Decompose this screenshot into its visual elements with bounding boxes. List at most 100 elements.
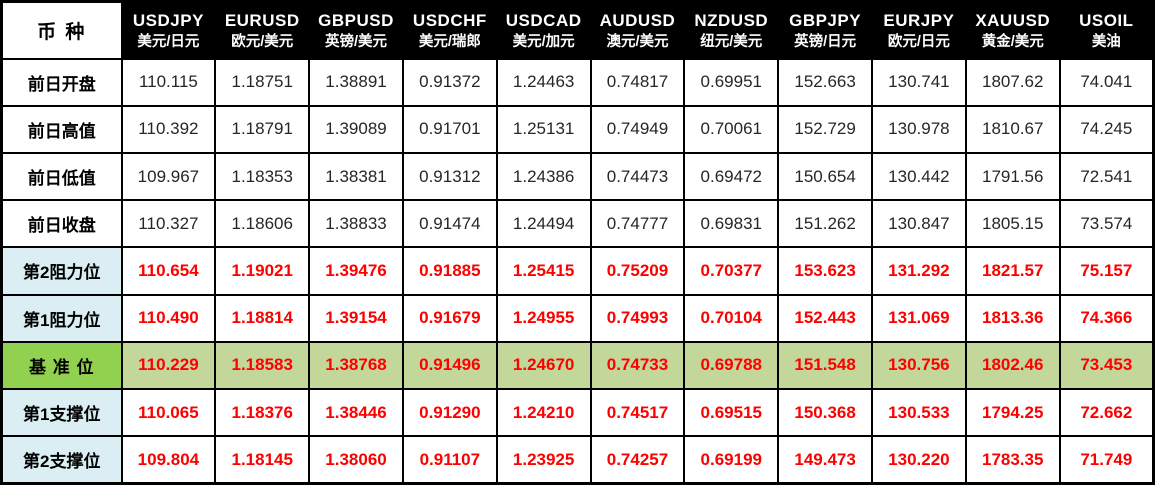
value-cell: 110.392 bbox=[120, 104, 217, 154]
pair-name: 美元/瑞郎 bbox=[418, 33, 481, 50]
value-cell: 110.065 bbox=[120, 388, 217, 438]
value-cell: 0.69831 bbox=[683, 199, 780, 249]
value-cell: 74.041 bbox=[1058, 57, 1155, 107]
value-cell: 110.490 bbox=[120, 293, 217, 343]
value-cell: 0.91312 bbox=[401, 151, 498, 202]
value-cell: 1.39476 bbox=[308, 246, 404, 296]
value-cell: 1.39154 bbox=[308, 293, 404, 343]
value-cell: 0.74949 bbox=[589, 104, 686, 154]
value-cell: 1813.36 bbox=[964, 293, 1061, 343]
pair-symbol: GBPUSD bbox=[318, 11, 394, 31]
value-cell: 0.74777 bbox=[589, 199, 686, 249]
value-cell: 130.741 bbox=[871, 57, 967, 107]
value-cell: 110.229 bbox=[120, 340, 217, 391]
value-cell: 1794.25 bbox=[964, 388, 1061, 438]
pair-name: 美油 bbox=[1091, 33, 1121, 50]
pair-name: 美元/日元 bbox=[137, 33, 200, 50]
value-cell: 1.18606 bbox=[214, 199, 311, 249]
pair-symbol: EURUSD bbox=[224, 11, 300, 31]
value-cell: 1.25131 bbox=[495, 104, 592, 154]
value-cell: 1.18583 bbox=[214, 340, 311, 391]
value-cell: 1.39089 bbox=[308, 104, 404, 154]
pair-symbol: AUDUSD bbox=[599, 11, 676, 31]
value-cell: 71.749 bbox=[1058, 435, 1155, 485]
value-cell: 1.38833 bbox=[308, 199, 404, 249]
table-row: 第1支撑位 110.065 1.18376 1.38446 0.91290 1.24210… bbox=[0, 388, 1155, 438]
row-label: 第1阻力位 bbox=[0, 293, 123, 343]
value-cell: 0.74817 bbox=[589, 57, 686, 107]
table-row: 基 准 位 110.229 1.18583 1.38768 0.91496 1.24670… bbox=[0, 340, 1155, 391]
value-cell: 110.327 bbox=[120, 199, 217, 249]
value-cell: 1.18376 bbox=[214, 388, 311, 438]
pair-name: 欧元/美元 bbox=[231, 33, 294, 50]
column-header-usdcad: USDCAD 美元/加元 bbox=[495, 0, 592, 60]
value-cell: 1.18814 bbox=[214, 293, 311, 343]
value-cell: 1.24210 bbox=[495, 388, 592, 438]
pair-name: 英镑/美元 bbox=[325, 33, 388, 50]
value-cell: 0.70377 bbox=[683, 246, 780, 296]
value-cell: 1.25415 bbox=[495, 246, 592, 296]
column-header-gbpusd: GBPUSD 英镑/美元 bbox=[308, 0, 404, 60]
value-cell: 0.70104 bbox=[683, 293, 780, 343]
value-cell: 1791.56 bbox=[964, 151, 1061, 202]
value-cell: 0.91372 bbox=[401, 57, 498, 107]
table-header: 币 种 USDJPY 美元/日元 EURUSD 欧元/美元 GBPUSD 英镑/美元 USD… bbox=[0, 0, 1155, 60]
value-cell: 150.654 bbox=[777, 151, 873, 202]
corner-label: 币 种 bbox=[0, 0, 123, 60]
row-label: 第1支撑位 bbox=[0, 388, 123, 438]
row-label: 前日收盘 bbox=[0, 199, 123, 249]
value-cell: 152.663 bbox=[777, 57, 873, 107]
value-cell: 109.804 bbox=[120, 435, 217, 485]
value-cell: 0.91885 bbox=[401, 246, 498, 296]
value-cell: 1807.62 bbox=[964, 57, 1061, 107]
value-cell: 152.729 bbox=[777, 104, 873, 154]
value-cell: 151.262 bbox=[777, 199, 873, 249]
value-cell: 1.24494 bbox=[495, 199, 592, 249]
value-cell: 130.847 bbox=[871, 199, 967, 249]
column-header-usdchf: USDCHF 美元/瑞郎 bbox=[401, 0, 498, 60]
value-cell: 0.69199 bbox=[683, 435, 780, 485]
value-cell: 150.368 bbox=[777, 388, 873, 438]
table-row: 前日开盘 110.115 1.18751 1.38891 0.91372 1.24463 0… bbox=[0, 57, 1155, 107]
value-cell: 1.24955 bbox=[495, 293, 592, 343]
value-cell: 1.18791 bbox=[214, 104, 311, 154]
table-row: 前日高值 110.392 1.18791 1.39089 0.91701 1.25131 0… bbox=[0, 104, 1155, 154]
value-cell: 0.74473 bbox=[589, 151, 686, 202]
value-cell: 1.38891 bbox=[308, 57, 404, 107]
value-cell: 151.548 bbox=[777, 340, 873, 391]
table-row: 前日低值 109.967 1.18353 1.38381 0.91312 1.24386 0… bbox=[0, 151, 1155, 202]
row-label: 第2阻力位 bbox=[0, 246, 123, 296]
value-cell: 1.24463 bbox=[495, 57, 592, 107]
value-cell: 1.24670 bbox=[495, 340, 592, 391]
value-cell: 0.74993 bbox=[589, 293, 686, 343]
value-cell: 72.662 bbox=[1058, 388, 1155, 438]
value-cell: 1.19021 bbox=[214, 246, 311, 296]
value-cell: 0.69951 bbox=[683, 57, 780, 107]
row-label: 第2支撑位 bbox=[0, 435, 123, 485]
value-cell: 130.220 bbox=[871, 435, 967, 485]
value-cell: 1821.57 bbox=[964, 246, 1061, 296]
value-cell: 0.91474 bbox=[401, 199, 498, 249]
value-cell: 109.967 bbox=[120, 151, 217, 202]
pair-symbol: USDCHF bbox=[412, 11, 487, 31]
value-cell: 0.74733 bbox=[589, 340, 686, 391]
value-cell: 1802.46 bbox=[964, 340, 1061, 391]
pair-symbol: USDCAD bbox=[505, 11, 582, 31]
pair-symbol: GBPJPY bbox=[789, 11, 862, 31]
value-cell: 1.24386 bbox=[495, 151, 592, 202]
value-cell: 0.91701 bbox=[401, 104, 498, 154]
value-cell: 1.38446 bbox=[308, 388, 404, 438]
value-cell: 130.978 bbox=[871, 104, 967, 154]
value-cell: 110.115 bbox=[120, 57, 217, 107]
value-cell: 1.18145 bbox=[214, 435, 311, 485]
value-cell: 130.442 bbox=[871, 151, 967, 202]
value-cell: 73.574 bbox=[1058, 199, 1155, 249]
value-cell: 131.292 bbox=[871, 246, 967, 296]
value-cell: 152.443 bbox=[777, 293, 873, 343]
value-cell: 130.533 bbox=[871, 388, 967, 438]
column-header-gbpjpy: GBPJPY 英镑/日元 bbox=[777, 0, 873, 60]
pair-name: 英镑/日元 bbox=[794, 33, 857, 50]
pair-symbol: EURJPY bbox=[883, 11, 955, 31]
row-label: 前日开盘 bbox=[0, 57, 123, 107]
